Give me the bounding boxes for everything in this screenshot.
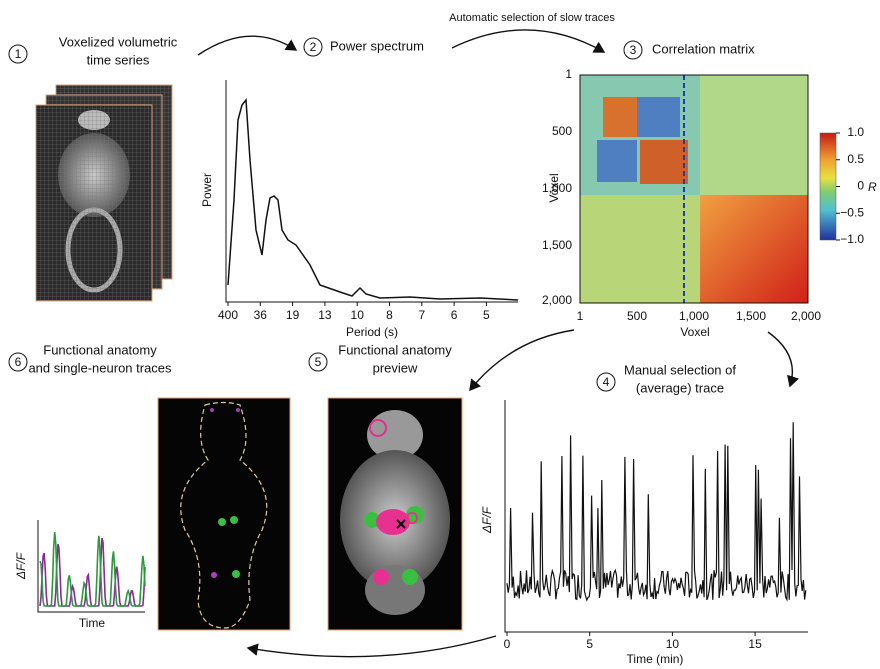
step-number: 6 [15, 355, 22, 369]
step-title: Power spectrum [330, 38, 424, 53]
x-tick-label: 13 [318, 308, 332, 322]
x-tick-label: 15 [748, 637, 762, 651]
axis [37, 520, 145, 613]
colorbar-tick-label: −0.5 [840, 205, 864, 219]
image-stack [35, 84, 173, 302]
x-tick-label: 400 [218, 308, 238, 322]
step-circle [303, 37, 323, 57]
step-number: 4 [603, 375, 610, 389]
x-ticks: 400 36 19 13 10 8 7 6 5 [218, 302, 490, 322]
y-axis-label: ΔF/F [14, 552, 28, 580]
colorbar-tick-label: 1.0 [847, 125, 864, 139]
arrow-label: Automatic selection of slow traces [449, 12, 615, 24]
step-headers: 1 Voxelized volumetric time series 2 Power s… [8, 34, 755, 395]
step-title: time series [87, 52, 150, 67]
arrow [197, 35, 298, 56]
arrow [469, 329, 575, 392]
x-tick-label: 36 [254, 308, 268, 322]
x-tick-label: 10 [666, 637, 680, 651]
y-tick-label: 1 [565, 67, 572, 81]
arrow [451, 29, 606, 53]
correlation-matrix [579, 74, 837, 304]
arrow [246, 635, 497, 658]
matrix-ticks: 1 500 1,000 1,500 2,000 1 500 1,000 1,500 2,000 1.… [542, 67, 864, 323]
x-tick-label: 1 [577, 309, 584, 323]
colorbar-label: R [868, 180, 877, 194]
step-title: (average) trace [636, 380, 724, 395]
x-tick-label: 8 [386, 308, 393, 322]
x-axis-label: Period (s) [346, 325, 398, 339]
x-ticks: 0 5 10 15 [504, 632, 762, 651]
x-axis-label: Voxel [680, 325, 709, 339]
step-number: 3 [630, 43, 637, 57]
x-tick-label: 5 [586, 637, 593, 651]
step-number: 1 [15, 47, 22, 61]
x-tick-label: 19 [286, 308, 300, 322]
y-tick-label: 1,500 [542, 238, 572, 252]
step-title: Voxelized volumetric [59, 34, 178, 49]
step-circle [8, 44, 28, 64]
neuron-trace [39, 532, 146, 607]
step-title: preview [373, 360, 418, 375]
x-axis-label: Time [79, 616, 106, 630]
y-axis-label: Power [200, 173, 214, 207]
arrow [767, 331, 800, 388]
y-tick-label: 2,000 [542, 293, 572, 307]
x-tick-label: 0 [504, 637, 511, 651]
step-circle [8, 352, 28, 372]
power-curve [227, 98, 519, 301]
axis [225, 80, 518, 303]
x-tick-label: 10 [351, 308, 365, 322]
anatomy-image [157, 397, 291, 631]
y-tick-label: 1,000 [542, 181, 572, 195]
x-tick-label: 5 [483, 308, 490, 322]
x-tick-label: 2,000 [791, 309, 821, 323]
preview-image [327, 397, 463, 631]
x-tick-label: 1,000 [679, 309, 709, 323]
step-number: 2 [310, 40, 317, 54]
step-circle [623, 40, 643, 60]
y-axis-label: Voxel [547, 173, 561, 202]
step-title: and single-neuron traces [28, 360, 172, 375]
x-tick-label: 500 [627, 309, 647, 323]
x-tick-label: 6 [451, 308, 458, 322]
trace [506, 422, 807, 602]
y-tick-label: 500 [552, 124, 572, 138]
colorbar-tick-label: 0.5 [847, 152, 864, 166]
axis [504, 400, 808, 633]
colorbar-tick-label: −1.0 [840, 232, 864, 246]
step-circle [308, 352, 328, 372]
x-axis-label: Time (min) [627, 652, 684, 666]
step-title: Manual selection of [624, 362, 736, 377]
step-title: Functional anatomy [43, 342, 157, 357]
x-tick-label: 1,500 [736, 309, 766, 323]
step-title: Correlation matrix [652, 41, 755, 56]
x-tick-label: 7 [418, 308, 425, 322]
step-circle [596, 372, 616, 392]
step-number: 5 [315, 355, 322, 369]
step-title: Functional anatomy [338, 342, 452, 357]
y-axis-label: ΔF/F [480, 506, 494, 534]
colorbar-tick-label: 0 [857, 179, 864, 193]
